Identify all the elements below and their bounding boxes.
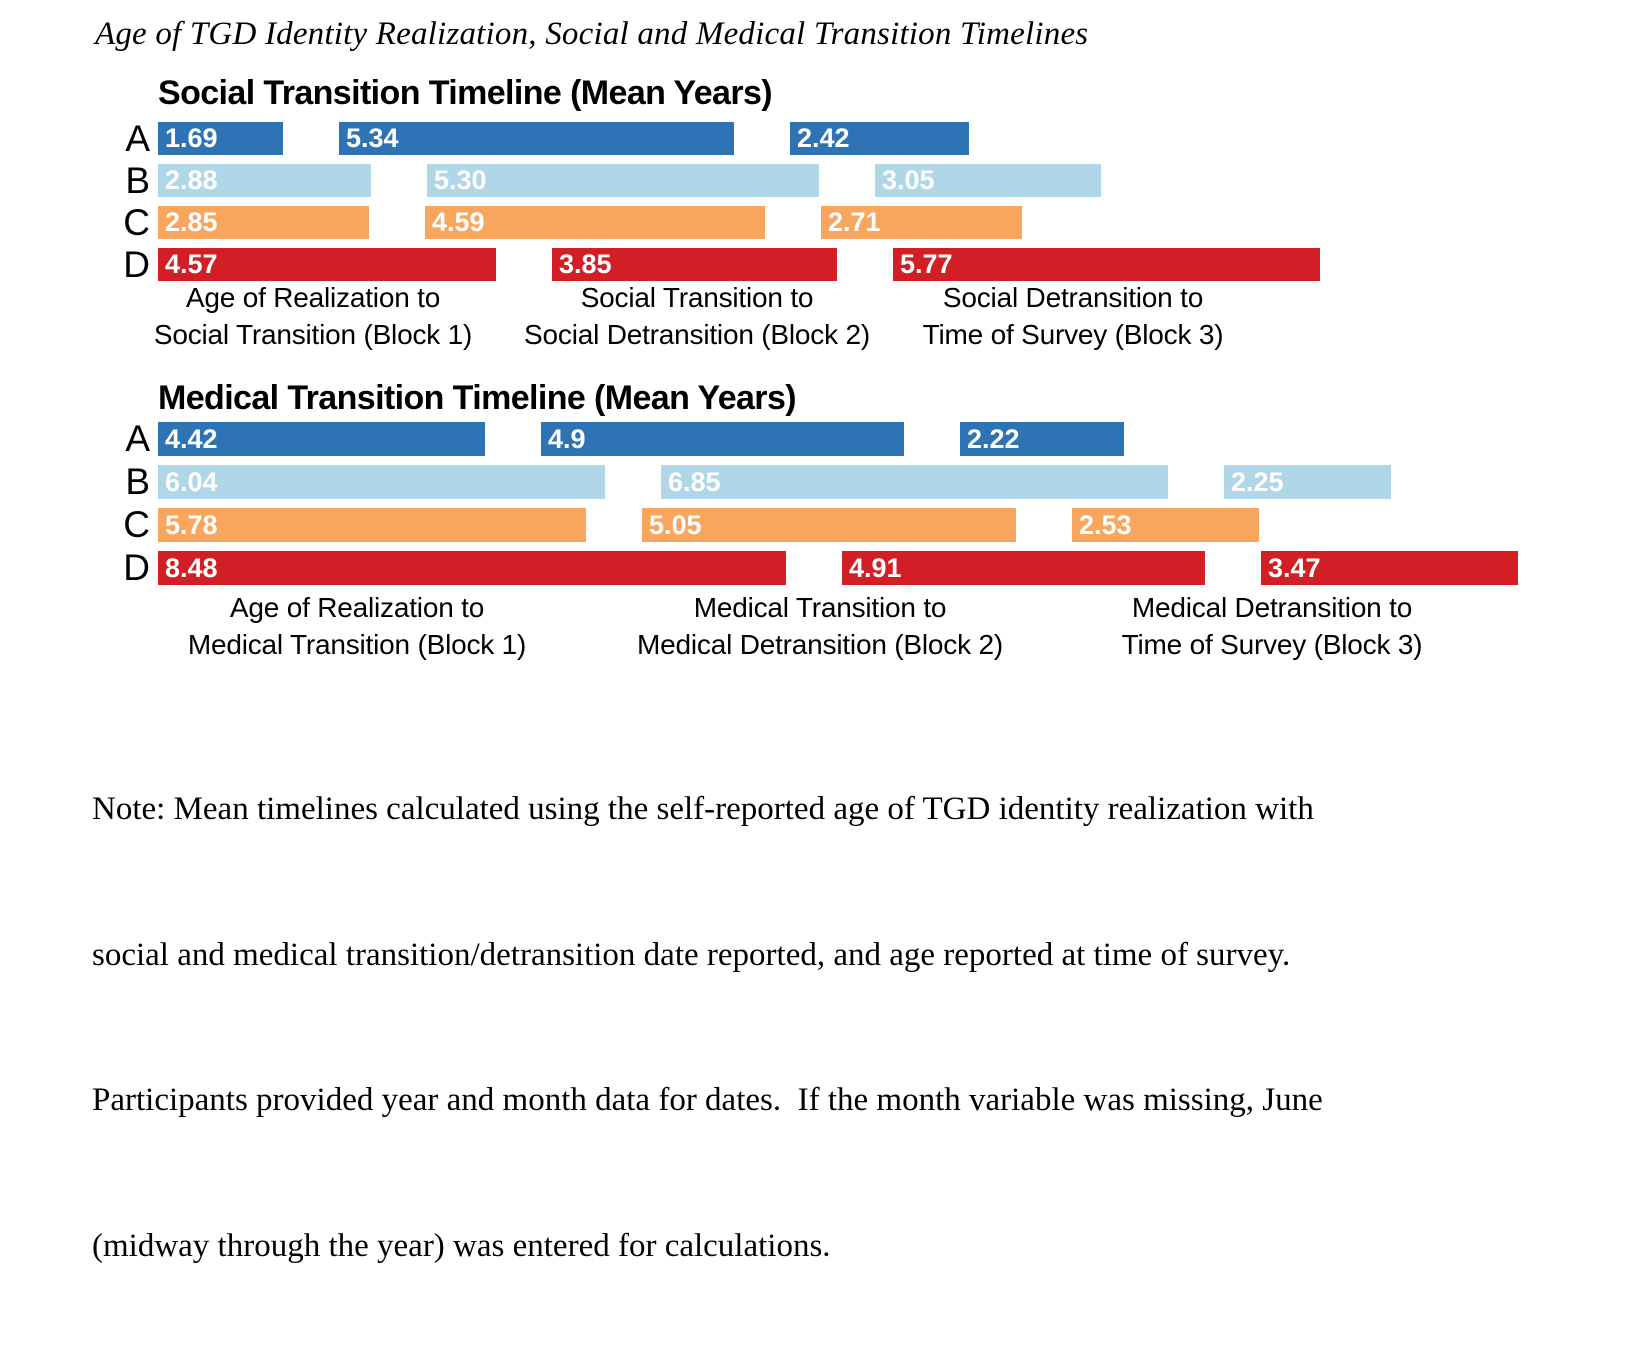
block-label-line: Age of Realization to [229, 592, 485, 623]
bar-value: 4.42 [165, 423, 218, 454]
bar-value: 2.88 [165, 165, 218, 195]
bar-value: 2.53 [1079, 509, 1132, 540]
block-label-line: Medical Transition to [693, 592, 947, 623]
block-label-line: Medical Detransition (Block 2) [637, 629, 1003, 660]
bar-segment: 2.53 [1072, 508, 1259, 542]
bar-value: 5.77 [900, 249, 953, 279]
note-line: Participants provided year and month dat… [92, 1082, 1323, 1118]
bar-segment: 2.85 [158, 206, 369, 239]
bar-segment: 5.05 [642, 508, 1016, 542]
bar-value: 2.71 [828, 207, 881, 237]
bar-segment: 5.77 [893, 248, 1320, 281]
bar-segment: 3.47 [1261, 551, 1518, 585]
bar-segment: 2.88 [158, 164, 371, 197]
block-label-line: Social Transition to [580, 282, 814, 313]
block-label: Age of Realization to Social Transition (… [73, 279, 553, 353]
bar-value: 4.57 [165, 249, 218, 279]
row-label-B: B [125, 160, 150, 201]
bar-value: 4.59 [432, 207, 485, 237]
note-line: Note: Mean timelines calculated using th… [92, 791, 1314, 827]
block-label: Age of Realization to Medical Transition … [117, 589, 597, 663]
bar-value: 2.85 [165, 207, 218, 237]
block-label: Medical Detransition to Time of Survey (B… [1032, 589, 1512, 663]
row-label-A: A [125, 118, 150, 159]
figure-title: Age of TGD Identity Realization, Social … [95, 16, 1089, 52]
block-label-line: Medical Detransition to [1131, 592, 1413, 623]
bar-segment: 4.42 [158, 422, 485, 456]
note-line: (midway through the year) was entered fo… [92, 1227, 831, 1264]
row-label-A: A [125, 418, 150, 459]
block-label: Social Detransition to Time of Survey (Bl… [833, 279, 1313, 353]
block-label-line: Time of Survey (Block 3) [1121, 629, 1423, 660]
bar-segment: 4.57 [158, 248, 496, 281]
bar-value: 3.85 [559, 249, 612, 279]
bar-value: 5.05 [649, 509, 702, 540]
block-label-line: Social Detransition to [942, 282, 1204, 313]
block-label-line: Social Transition (Block 1) [153, 319, 473, 350]
bar-value: 5.78 [165, 509, 218, 540]
block-label-line: Medical Transition (Block 1) [187, 629, 527, 660]
row-label-D: D [123, 547, 150, 588]
bar-value: 2.42 [797, 123, 850, 153]
block-label: Medical Transition to Medical Detransitio… [580, 589, 1060, 663]
block-label-line: Time of Survey (Block 3) [922, 319, 1224, 350]
row-label-C: C [123, 504, 150, 545]
bar-value: 6.04 [165, 466, 218, 497]
bar-segment: 6.04 [158, 465, 605, 499]
bar-segment: 8.48 [158, 551, 786, 585]
section-header: Social Transition Timeline (Mean Years) [158, 74, 773, 112]
bar-segment: 3.05 [875, 164, 1101, 197]
bar-segment: 4.91 [842, 551, 1205, 585]
bar-segment: 5.30 [427, 164, 819, 197]
bar-segment: 3.85 [552, 248, 837, 281]
bar-segment: 5.78 [158, 508, 586, 542]
bar-value: 4.91 [849, 552, 902, 583]
row-label-B: B [125, 461, 150, 502]
block-label: Social Transition to Social Detransition … [457, 279, 937, 353]
bar-value: 2.25 [1231, 466, 1284, 497]
block-label-line: Age of Realization to [185, 282, 441, 313]
bar-segment: 2.42 [790, 122, 969, 155]
note-line: social and medical transition/detransiti… [92, 936, 1291, 973]
bar-segment: 6.85 [661, 465, 1168, 499]
bar-value: 5.34 [346, 123, 399, 153]
bar-value: 5.30 [434, 165, 487, 195]
bar-segment: 2.25 [1224, 465, 1391, 499]
section-header: Medical Transition Timeline (Mean Years) [158, 379, 797, 417]
row-label-C: C [123, 202, 150, 243]
bar-value: 3.47 [1268, 552, 1321, 583]
bar-value: 8.48 [165, 552, 218, 583]
bar-value: 3.05 [882, 165, 935, 195]
bar-value: 2.22 [967, 423, 1020, 454]
bar-segment: 4.9 [541, 422, 904, 456]
bar-value: 6.85 [668, 466, 721, 497]
bar-segment: 5.34 [339, 122, 734, 155]
bar-segment: 2.71 [821, 206, 1022, 239]
row-label-D: D [123, 244, 150, 285]
note-text: Note: Mean timelines calculated using th… [92, 688, 1323, 1367]
block-label-line: Social Detransition (Block 2) [524, 319, 870, 350]
bar-value: 1.69 [165, 123, 218, 153]
bar-value: 4.9 [548, 423, 586, 454]
bar-segment: 1.69 [158, 122, 283, 155]
bar-segment: 4.59 [425, 206, 765, 239]
figure-canvas: Age of TGD Identity Realization, Social … [73, 16, 1518, 1264]
bar-segment: 2.22 [960, 422, 1124, 456]
